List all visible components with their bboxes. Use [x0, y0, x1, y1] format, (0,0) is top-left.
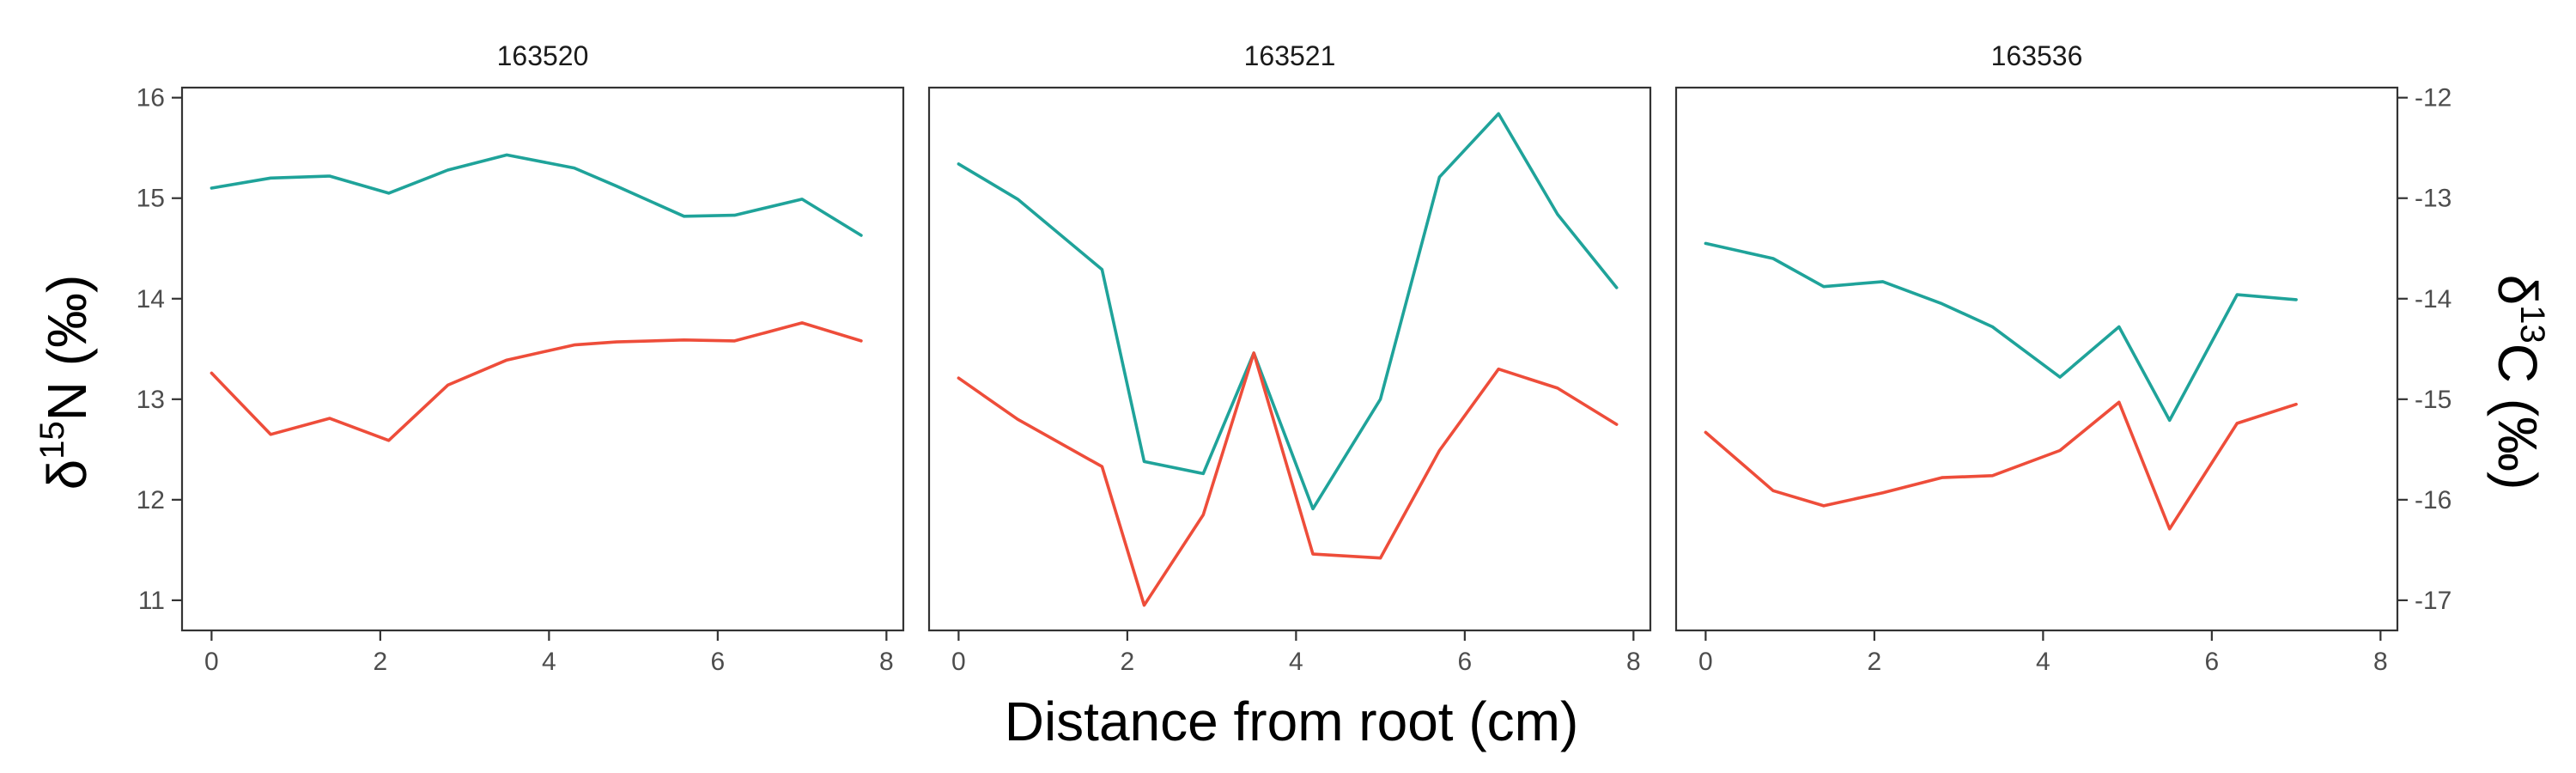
y-tick-label-right: -14: [2415, 285, 2451, 313]
series-line-teal: [957, 112, 1619, 511]
x-tick-label: 2: [374, 648, 388, 676]
panel-border: [927, 86, 1652, 632]
y-tick-label-left: 15: [137, 185, 165, 213]
panel-163521: 163521 0 2 4 6 8: [927, 40, 1652, 676]
y-tick-label-right: -13: [2415, 185, 2451, 213]
x-tick-label: 8: [2373, 648, 2388, 676]
series-line-red: [957, 351, 1619, 607]
x-tick-label: 6: [2205, 648, 2220, 676]
y-axis-title-left-rest: N (‰): [36, 275, 98, 422]
x-tick-label: 8: [1626, 648, 1641, 676]
y-axis-title-left-base: δ: [36, 460, 98, 490]
x-tick-label: 4: [2036, 648, 2050, 676]
panel-163536: 163536 0 2 4 6 8 -17 -16 -15 -14 -13 -12: [1674, 40, 2451, 676]
x-tick-label: 0: [951, 648, 966, 676]
x-tick-label: 6: [711, 648, 726, 676]
y-axis-title-left-sup: 15: [33, 421, 71, 460]
panel-border: [180, 86, 905, 632]
facet-title: 163521: [1244, 40, 1336, 71]
series-line-teal: [1704, 241, 2298, 423]
series-line-teal: [210, 153, 863, 237]
x-tick-label: 2: [1121, 648, 1135, 676]
y-tick-label-right: -16: [2415, 486, 2451, 514]
x-axis-title: Distance from root (cm): [1005, 691, 1579, 752]
y-axis-title-right-base: δ: [2487, 275, 2549, 306]
y-axis-title-left: δ15N (‰): [33, 275, 98, 490]
y-axis-title-right-rest: C (‰): [2487, 344, 2549, 490]
y-tick-label-right: -17: [2415, 587, 2451, 615]
y-axis-title-right-sup: 13: [2513, 305, 2551, 344]
x-tick-label: 0: [1698, 648, 1713, 676]
panel-163520: 163520 0 2 4 6 8 11 12 13 14 15 16: [137, 40, 905, 676]
x-tick-label: 0: [204, 648, 219, 676]
x-tick-label: 4: [542, 648, 556, 676]
y-tick-label-left: 11: [138, 587, 165, 615]
y-tick-label-left: 16: [137, 84, 165, 113]
x-tick-label: 8: [879, 648, 894, 676]
x-tick-label: 6: [1458, 648, 1473, 676]
series-line-red: [1704, 400, 2298, 531]
facet-title: 163536: [1991, 40, 2083, 71]
series-line-red: [210, 321, 863, 442]
y-tick-label-right: -15: [2415, 386, 2451, 414]
panel-border: [1674, 86, 2399, 632]
y-axis-title-right: δ13C (‰): [2487, 275, 2551, 490]
y-tick-label-left: 14: [137, 285, 165, 313]
x-tick-label: 4: [1289, 648, 1303, 676]
y-tick-label-right: -12: [2415, 84, 2451, 113]
y-tick-label-left: 13: [137, 386, 165, 414]
facet-title: 163520: [497, 40, 589, 71]
x-tick-label: 2: [1868, 648, 1882, 676]
y-tick-label-left: 12: [137, 486, 165, 514]
